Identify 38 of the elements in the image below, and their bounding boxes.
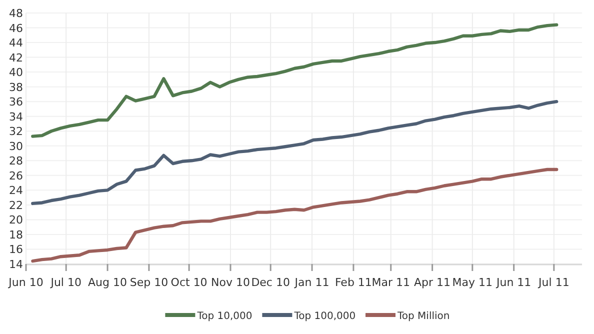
y-tick-label: 28 xyxy=(9,154,23,168)
y-tick-label: 38 xyxy=(9,80,23,94)
y-tick-label: 34 xyxy=(9,110,23,124)
y-tick-label: 18 xyxy=(9,228,23,242)
x-tick-label: Jun 10 xyxy=(8,276,44,289)
x-tick-label: Aug 10 xyxy=(88,276,128,289)
y-tick-label: 32 xyxy=(9,125,23,138)
y-tick-label: 36 xyxy=(9,96,23,109)
x-tick-label: Jul 10 xyxy=(50,276,82,289)
y-tick-label: 40 xyxy=(9,66,23,80)
y-tick-label: 20 xyxy=(9,214,23,227)
line-series xyxy=(31,100,558,206)
x-tick-label: Feb 11 xyxy=(334,276,372,289)
x-tick-label: Dec 10 xyxy=(251,276,290,289)
x-tick-label: Sep 10 xyxy=(130,276,168,289)
x-tick-label: Oct 10 xyxy=(170,276,208,289)
y-tick-label: 22 xyxy=(9,198,23,212)
line-series xyxy=(31,168,558,263)
y-tick-label: 30 xyxy=(9,140,23,153)
x-tick-label: Jul 11 xyxy=(538,276,570,289)
x-tick-label: Jun 11 xyxy=(495,276,532,289)
x-tick-label: Nov 10 xyxy=(211,276,250,289)
legend-label: Top 100,000 xyxy=(293,311,356,322)
x-tick-label: Apr 11 xyxy=(414,276,451,289)
y-tick-label: 46 xyxy=(9,22,23,35)
legend-label: Top 10,000 xyxy=(196,311,252,322)
y-tick-label: 44 xyxy=(9,36,23,50)
x-tick-label: May 11 xyxy=(452,276,493,289)
y-tick-label: 16 xyxy=(9,243,23,256)
y-tick-label: 42 xyxy=(9,51,23,64)
y-tick-label: 26 xyxy=(9,169,23,182)
y-tick-label: 48 xyxy=(9,7,23,20)
line-series xyxy=(31,23,558,138)
y-tick-label: 14 xyxy=(9,258,23,271)
y-tick-label: 24 xyxy=(9,184,23,198)
x-tick-label: Jan 11 xyxy=(294,276,330,289)
x-tick-label: Mar 11 xyxy=(372,276,410,289)
legend-label: Top Million xyxy=(396,311,450,322)
